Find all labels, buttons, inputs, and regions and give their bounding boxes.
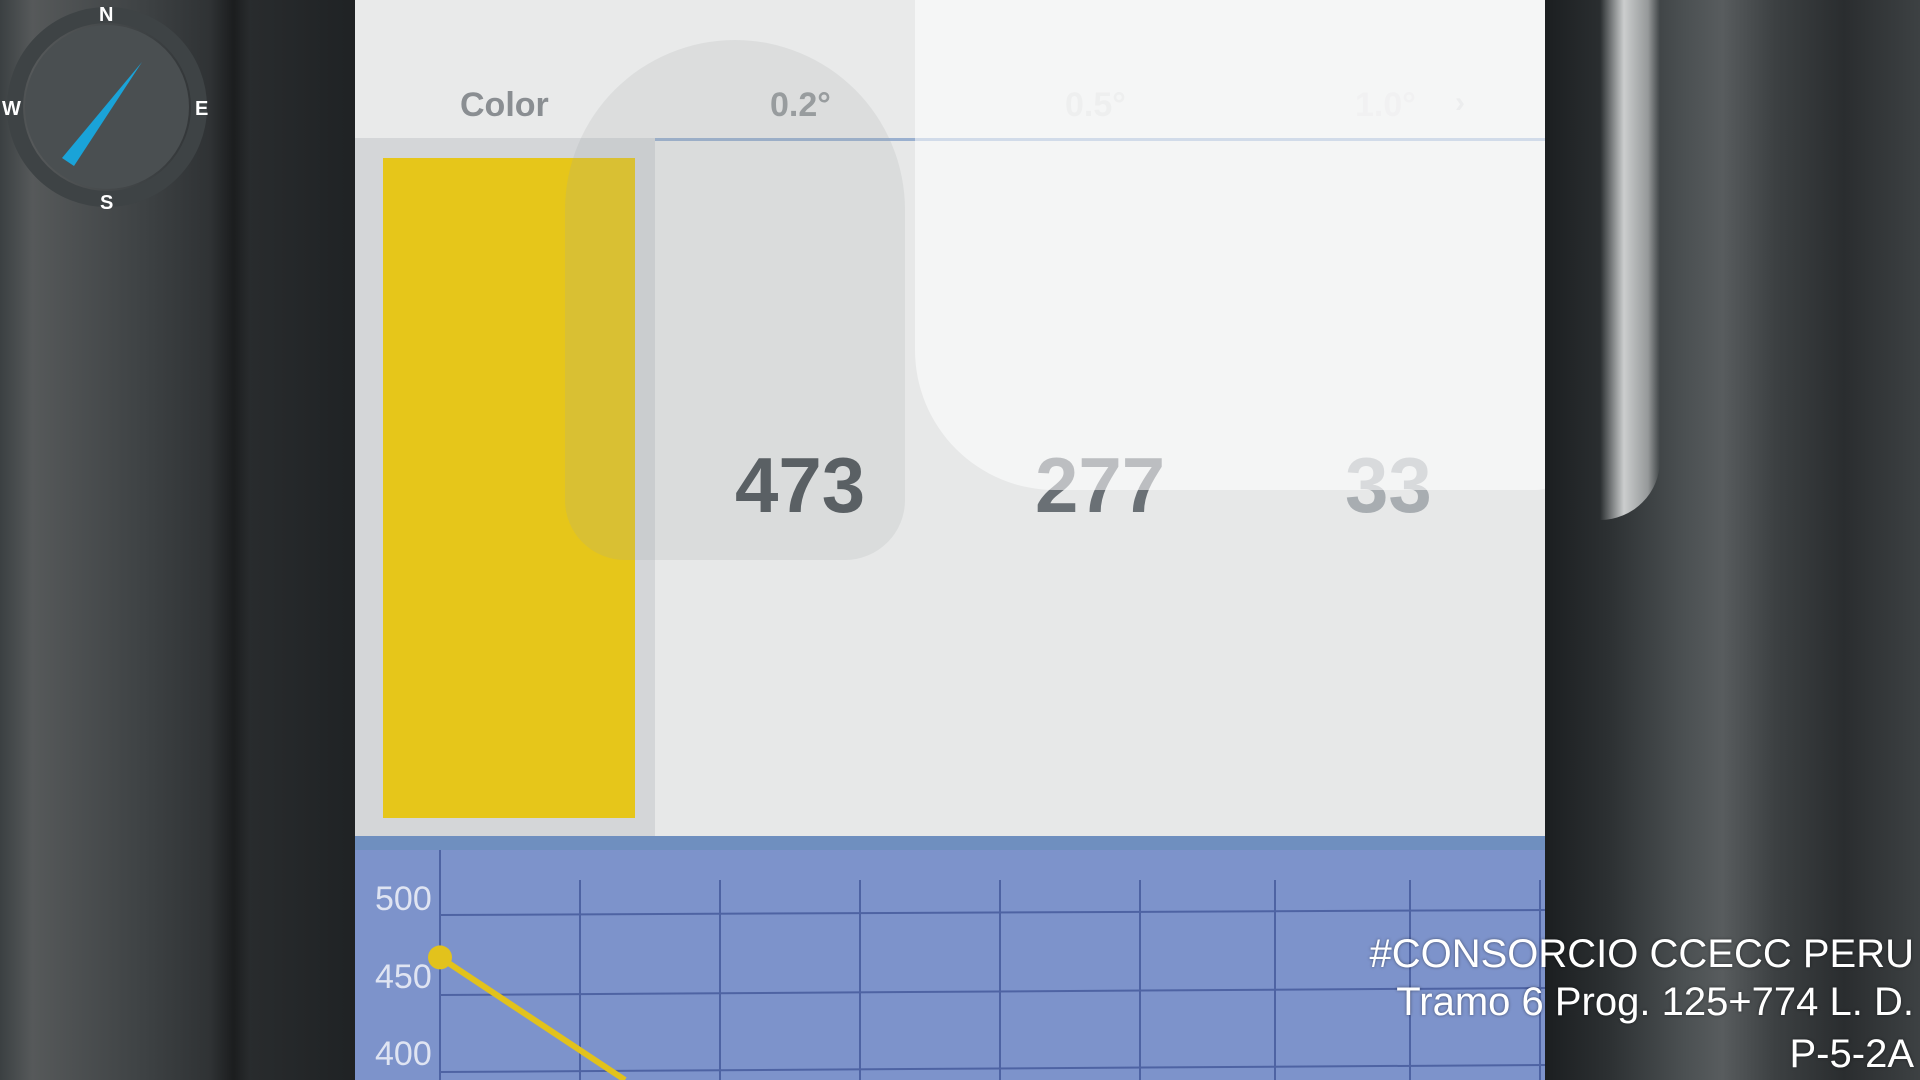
row-divider bbox=[355, 836, 1545, 850]
watermark-code: P-5-2A bbox=[1789, 1032, 1915, 1076]
device-frame-right bbox=[1540, 0, 1920, 1080]
compass-needle-icon bbox=[62, 62, 142, 166]
color-panel bbox=[355, 138, 655, 848]
watermark-company: #CONSORCIO CCECC PERU bbox=[1369, 932, 1914, 976]
compass-north: N bbox=[99, 4, 114, 26]
header-color-label: Color bbox=[460, 86, 549, 124]
screen-glare bbox=[915, 0, 1545, 490]
finger-shadow bbox=[565, 40, 905, 560]
device-screen: Color 0.2° 0.5° 1.0° › 473 277 33 bbox=[355, 0, 1545, 1080]
y-tick-400: 400 bbox=[375, 1035, 432, 1073]
watermark-location: Tramo 6 Prog. 125+774 L. D. bbox=[1396, 980, 1914, 1024]
y-tick-450: 450 bbox=[375, 958, 432, 996]
compass-west: W bbox=[2, 98, 21, 120]
compass-widget: N S W E bbox=[0, 0, 215, 215]
history-graph: 500 450 400 bbox=[355, 850, 1545, 1080]
series-point bbox=[428, 945, 452, 970]
grid-line-h bbox=[439, 909, 1545, 916]
header-angle-0-2: 0.2° bbox=[770, 86, 831, 124]
compass-east: E bbox=[195, 98, 209, 120]
grid-line-h bbox=[439, 1064, 1545, 1073]
y-tick-500: 500 bbox=[375, 880, 432, 918]
device-frame-reflection bbox=[1600, 0, 1660, 520]
compass-south: S bbox=[100, 192, 114, 214]
reading-0-2: 473 bbox=[735, 441, 866, 529]
compass-dial-icon bbox=[7, 7, 207, 207]
series-line bbox=[438, 954, 627, 1080]
device-frame-edge-shadow bbox=[210, 0, 250, 1080]
grid-line-h bbox=[439, 987, 1545, 996]
graph-canvas bbox=[428, 850, 1545, 1080]
color-swatch bbox=[383, 158, 635, 818]
